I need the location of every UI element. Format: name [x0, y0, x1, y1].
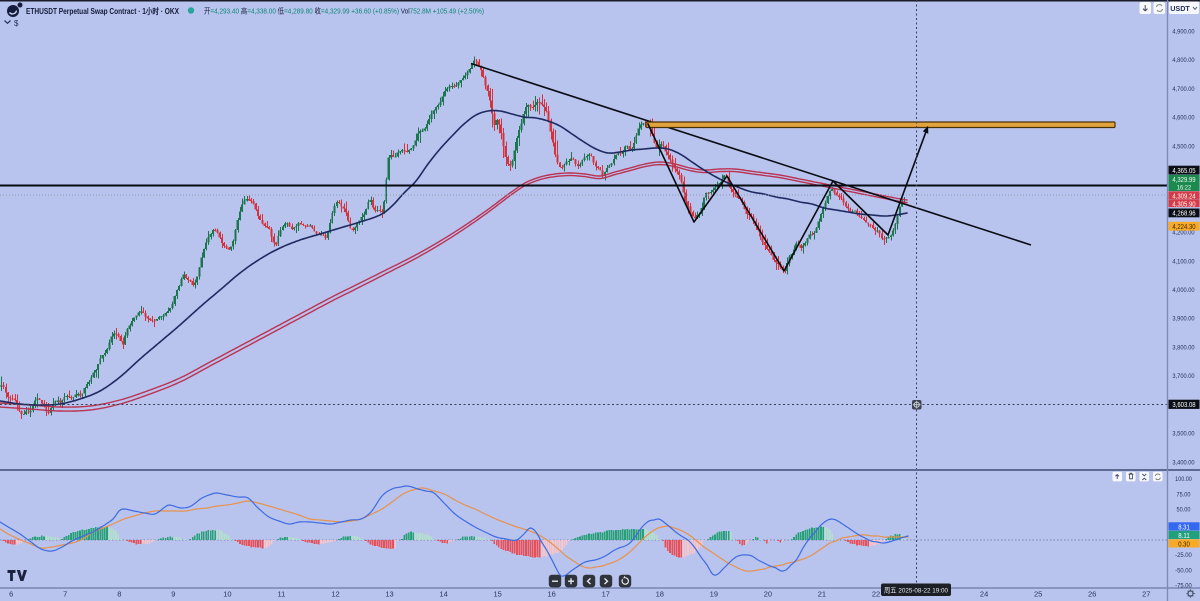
svg-text:9: 9 [171, 590, 175, 599]
svg-text:50.00: 50.00 [1177, 507, 1191, 514]
svg-text:4,600.00: 4,600.00 [1172, 115, 1194, 122]
svg-text:20: 20 [764, 590, 772, 599]
svg-text:21: 21 [818, 590, 826, 599]
svg-text:14: 14 [439, 590, 447, 599]
svg-text:4,900.00: 4,900.00 [1172, 29, 1194, 36]
svg-text:3,603.08: 3,603.08 [1172, 402, 1195, 409]
svg-text:8: 8 [117, 590, 121, 599]
svg-text:7: 7 [63, 590, 67, 599]
svg-text:3,700.00: 3,700.00 [1172, 373, 1194, 380]
svg-text:13: 13 [385, 590, 393, 599]
svg-text:$: $ [14, 19, 19, 28]
svg-text:-75.00: -75.00 [1175, 583, 1192, 590]
svg-text:4,200.00: 4,200.00 [1172, 230, 1194, 237]
svg-text:开=4,293.40 高=4,338.00 低=4,289.: 开=4,293.40 高=4,338.00 低=4,289.80 收=4,329… [204, 7, 484, 16]
svg-text:周五 2025-08-22 19:00: 周五 2025-08-22 19:00 [884, 587, 948, 595]
svg-text:-50.00: -50.00 [1175, 567, 1192, 574]
svg-text:6: 6 [9, 590, 13, 599]
svg-text:8.31: 8.31 [1178, 525, 1190, 532]
svg-text:16:22: 16:22 [1177, 184, 1192, 191]
svg-text:25: 25 [1034, 590, 1042, 599]
svg-text:4,268.96: 4,268.96 [1172, 211, 1195, 218]
svg-text:4,100.00: 4,100.00 [1172, 258, 1194, 265]
svg-text:4,700.00: 4,700.00 [1172, 86, 1194, 93]
svg-text:USDT: USDT [1170, 4, 1190, 13]
svg-text:16: 16 [548, 590, 556, 599]
svg-text:11: 11 [278, 590, 286, 599]
svg-text:12: 12 [331, 590, 339, 599]
svg-text:15: 15 [493, 590, 501, 599]
svg-text:24: 24 [980, 590, 988, 599]
svg-text:4,000.00: 4,000.00 [1172, 287, 1194, 294]
svg-text:22: 22 [872, 590, 880, 599]
svg-text:-25.00: -25.00 [1175, 552, 1192, 559]
svg-text:3,400.00: 3,400.00 [1172, 459, 1194, 466]
svg-text:10: 10 [223, 590, 231, 599]
svg-text:17: 17 [602, 590, 610, 599]
svg-text:18: 18 [656, 590, 664, 599]
svg-text:100.00: 100.00 [1175, 476, 1192, 483]
svg-text:ETHUSDT Perpetual Swap Contrac: ETHUSDT Perpetual Swap Contract · 1小时 · … [26, 6, 180, 16]
svg-text:8.11: 8.11 [1178, 533, 1190, 540]
svg-text:4,365.05: 4,365.05 [1172, 168, 1195, 175]
svg-text:27: 27 [1142, 590, 1150, 599]
svg-text:4,329.99: 4,329.99 [1172, 177, 1195, 184]
svg-text:26: 26 [1088, 590, 1096, 599]
svg-text:0.30: 0.30 [1178, 542, 1190, 549]
svg-text:4,500.00: 4,500.00 [1172, 143, 1194, 150]
svg-text:3,500.00: 3,500.00 [1172, 431, 1194, 438]
svg-text:4,305.90: 4,305.90 [1172, 202, 1195, 209]
svg-text:4,224.30: 4,224.30 [1172, 224, 1195, 231]
svg-text:75.00: 75.00 [1177, 491, 1191, 498]
svg-text:3,800.00: 3,800.00 [1172, 345, 1194, 352]
svg-text:4,309.24: 4,309.24 [1172, 194, 1195, 201]
svg-text:19: 19 [710, 590, 718, 599]
svg-text:3,900.00: 3,900.00 [1172, 316, 1194, 323]
svg-text:4,800.00: 4,800.00 [1172, 57, 1194, 64]
